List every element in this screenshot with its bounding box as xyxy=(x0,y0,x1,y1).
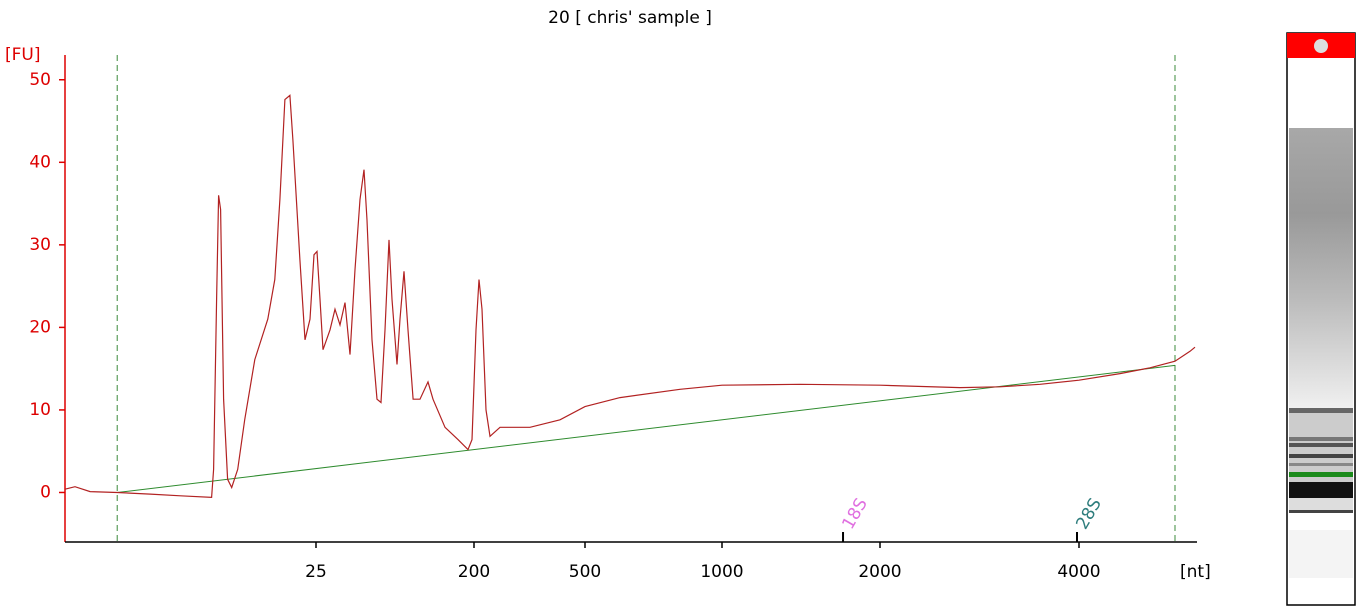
x-tick-label: 4000 xyxy=(1057,562,1100,582)
chart-title: 20 [ chris' sample ] xyxy=(548,8,712,28)
x-tick-label: 1000 xyxy=(700,562,743,582)
gel-lane xyxy=(1286,32,1356,606)
x-tick-label: 200 xyxy=(458,562,490,582)
y-tick-label: 20 xyxy=(29,317,51,337)
y-tick-label: 0 xyxy=(40,482,51,502)
x-tick-label: 25 xyxy=(305,562,327,582)
y-tick-label: 40 xyxy=(29,152,51,172)
x-tick-label: 500 xyxy=(569,562,601,582)
y-tick-label: 10 xyxy=(29,400,51,420)
y-axis-label: [FU] xyxy=(5,45,41,65)
y-tick-label: 30 xyxy=(29,235,51,255)
x-axis-label: [nt] xyxy=(1180,562,1211,582)
annotation: 18S xyxy=(838,495,872,533)
baseline xyxy=(117,364,1176,493)
trace xyxy=(64,94,1196,499)
annotation: 28S xyxy=(1072,495,1106,533)
x-tick-label: 2000 xyxy=(858,562,901,582)
y-tick-label: 50 xyxy=(29,70,51,90)
